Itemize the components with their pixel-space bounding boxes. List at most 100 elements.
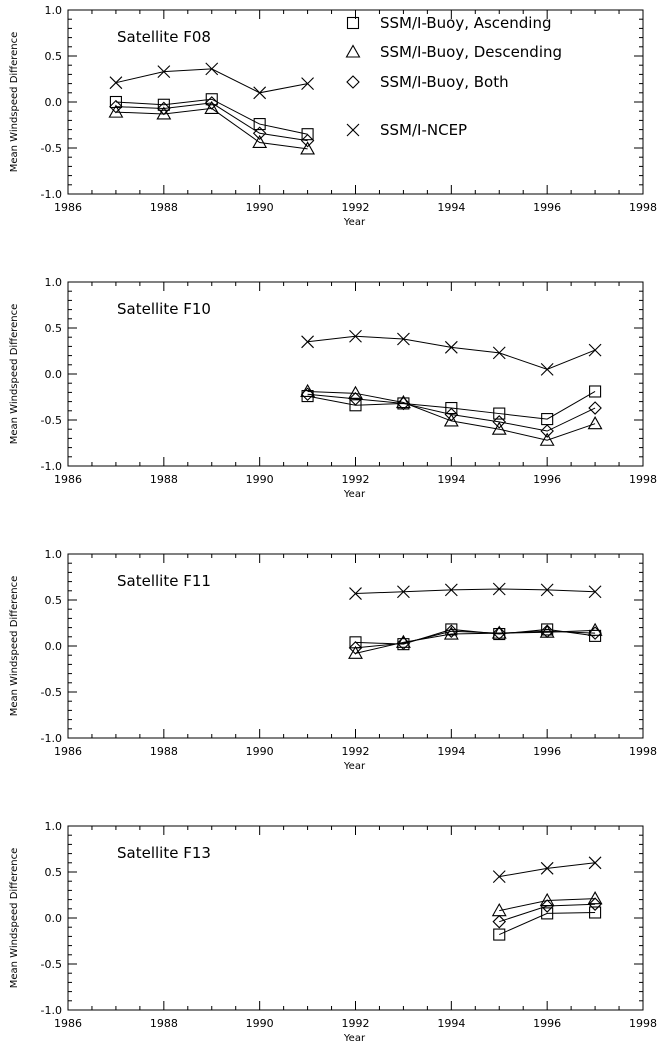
data-point-triangle (491, 421, 507, 435)
x-tick-label: 1992 (342, 745, 370, 758)
x-tick-label: 1992 (342, 201, 370, 214)
data-point-triangle (156, 106, 172, 120)
data-point-triangle (108, 104, 124, 118)
data-point-x (540, 583, 554, 597)
x-tick-label: 1998 (629, 473, 657, 486)
series-diamond (492, 897, 602, 929)
x-axis-title: Year (343, 217, 366, 228)
data-point-x (540, 861, 554, 875)
y-axis-title: Mean Windspeed Difference (9, 576, 20, 717)
y-axis-title: Mean Windspeed Difference (9, 304, 20, 445)
data-point-triangle (204, 100, 220, 114)
data-point-x (157, 65, 171, 79)
x-tick-label: 1988 (150, 473, 178, 486)
x-tick-label: 1988 (150, 1017, 178, 1030)
y-tick-label: 0.5 (45, 322, 63, 335)
x-tick-label: 1986 (54, 473, 82, 486)
y-tick-label: 0.5 (45, 50, 63, 63)
series-line (355, 588, 596, 595)
data-point-diamond (588, 897, 602, 911)
series-triangle (348, 622, 603, 659)
data-point-triangle (252, 134, 268, 149)
y-axis-title: Mean Windspeed Difference (9, 848, 20, 989)
data-point-x (492, 346, 506, 360)
data-point-x (492, 582, 506, 596)
data-point-square (541, 623, 554, 636)
data-point-diamond (300, 387, 315, 402)
x-tick-label: 1998 (629, 745, 657, 758)
y-tick-label: 1.0 (45, 4, 63, 17)
data-point-diamond (396, 396, 411, 411)
data-point-diamond (540, 624, 554, 639)
y-tick-label: 1.0 (45, 276, 63, 289)
data-point-diamond (109, 99, 123, 114)
data-point-square (157, 98, 170, 111)
series-x (109, 62, 314, 100)
data-point-x (349, 329, 362, 343)
series-x (492, 856, 602, 883)
data-point-diamond (252, 126, 267, 141)
series-line (355, 630, 596, 649)
y-tick-label: -0.5 (41, 686, 62, 699)
panel-title: Satellite F10 (117, 300, 211, 318)
data-point-triangle (587, 416, 603, 430)
series-diamond (348, 624, 602, 655)
data-point-square (493, 407, 506, 420)
chart-panel-2: 1986 1988 1990 1992 1994 1996 1998 -1.0 -0.5 0.0 0… (9, 276, 657, 500)
x-tick-label: 1990 (246, 1017, 274, 1030)
data-point-diamond (348, 641, 363, 655)
legend-marker-diamond (346, 75, 360, 89)
x-axis-title: Year (343, 1033, 366, 1044)
data-point-square (109, 95, 122, 109)
data-point-diamond (588, 626, 602, 640)
chart-panel-3: 1986 1988 1990 1992 1994 1996 1998 -1.0 -0.5 0.0 0… (9, 548, 657, 772)
legend-label: SSM/I-NCEP (380, 121, 467, 139)
chart-panel-4: 1986 1988 1990 1992 1994 1996 1998 -1.0 -0.5 0.0 0… (9, 820, 657, 1044)
panel-title: Satellite F08 (117, 28, 211, 46)
data-point-triangle (587, 622, 603, 636)
series-diamond (109, 96, 315, 148)
y-axis-title: Mean Windspeed Difference (9, 32, 20, 173)
y-tick-label: 0.5 (45, 594, 63, 607)
data-point-triangle (300, 141, 316, 155)
legend-label: SSM/I-Buoy, Both (380, 73, 509, 91)
data-point-diamond (540, 424, 554, 438)
data-point-diamond (492, 914, 507, 929)
y-tick-label: 0.0 (45, 96, 63, 109)
x-tick-label: 1994 (437, 201, 465, 214)
legend-item: SSM/I-Buoy, Both (346, 73, 509, 91)
data-point-triangle (539, 892, 555, 907)
data-point-diamond (540, 899, 554, 913)
data-point-diamond (396, 636, 411, 651)
data-point-square (493, 928, 506, 941)
data-point-x (109, 76, 123, 90)
series-line (307, 393, 596, 432)
data-point-diamond (588, 401, 602, 415)
series-diamond (300, 387, 602, 438)
series-line (499, 911, 596, 936)
chart-panel-1: 1986 1988 1990 1992 1994 1996 1998 -1.0 -0.5 0.0 0… (9, 4, 657, 228)
x-tick-label: 1992 (342, 1017, 370, 1030)
series-triangle (108, 100, 316, 155)
data-point-x (492, 870, 506, 883)
legend-label: SSM/I-Buoy, Ascending (380, 14, 552, 32)
data-point-triangle (395, 634, 411, 648)
x-tick-label: 1996 (533, 745, 561, 758)
panel-title: Satellite F13 (117, 844, 211, 862)
x-axis-title: Year (343, 489, 366, 500)
y-tick-label: -1.0 (41, 460, 62, 473)
data-point-x (444, 583, 458, 597)
x-tick-label: 1998 (629, 1017, 657, 1030)
series-line (115, 102, 308, 142)
y-tick-label: -1.0 (41, 188, 62, 201)
y-tick-label: 0.5 (45, 866, 63, 879)
x-tick-label: 1988 (150, 201, 178, 214)
x-tick-label: 1994 (437, 473, 465, 486)
series-line (499, 862, 596, 878)
data-point-triangle (395, 394, 411, 409)
data-point-x (397, 585, 410, 599)
y-tick-label: 0.0 (45, 912, 63, 925)
legend-label: SSM/I-Buoy, Descending (380, 43, 562, 61)
data-point-square (541, 907, 554, 920)
x-tick-label: 1986 (54, 1017, 82, 1030)
